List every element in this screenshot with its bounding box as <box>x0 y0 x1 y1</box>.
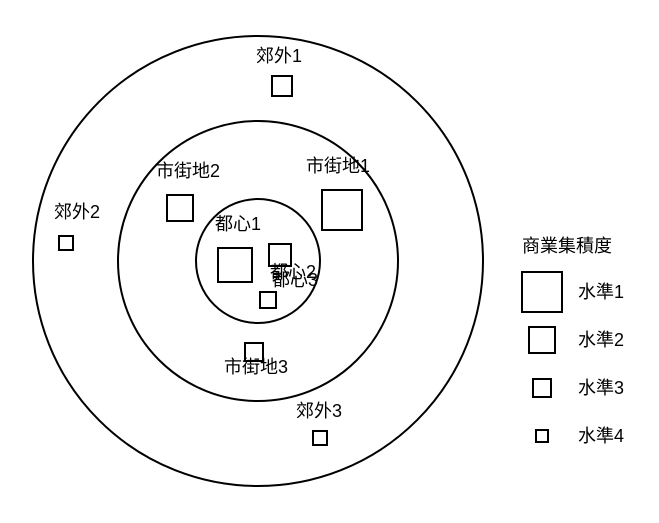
point-label: 郊外2 <box>54 202 100 222</box>
legend-item-4: 水準4 <box>536 426 624 446</box>
legend-title: 商業集積度 <box>522 236 612 256</box>
point-urban2: 市街地2 <box>156 161 220 221</box>
legend-items: 水準1 水準2 水準3 水準4 <box>522 272 624 446</box>
legend-label: 水準4 <box>578 426 624 446</box>
point-marker <box>59 236 73 250</box>
point-label: 都心1 <box>215 214 261 234</box>
legend-swatch <box>533 379 551 397</box>
point-label: 郊外3 <box>296 401 342 421</box>
point-marker <box>260 292 276 308</box>
point-urban1: 市街地1 <box>306 156 370 230</box>
point-center1: 都心1 <box>215 214 261 282</box>
concentration-diagram: 郊外1郊外2郊外3市街地1市街地2市街地3都心1都心2都心3 商業集積度 水準1… <box>0 0 659 523</box>
legend-swatch <box>522 272 562 312</box>
legend: 商業集積度 水準1 水準2 水準3 水準4 <box>522 236 624 446</box>
point-suburb3: 郊外3 <box>296 401 342 445</box>
point-label: 市街地1 <box>306 156 370 176</box>
legend-label: 水準2 <box>578 330 624 350</box>
legend-swatch <box>536 430 548 442</box>
legend-item-3: 水準3 <box>533 378 624 398</box>
legend-item-2: 水準2 <box>529 327 624 353</box>
point-label: 市街地2 <box>156 161 220 181</box>
point-center3: 都心3 <box>260 270 318 308</box>
legend-item-1: 水準1 <box>522 272 624 312</box>
legend-label: 水準3 <box>578 378 624 398</box>
concentric-rings <box>33 36 483 486</box>
point-marker <box>272 76 292 96</box>
point-suburb2: 郊外2 <box>54 202 100 250</box>
point-marker <box>167 195 193 221</box>
point-label: 市街地3 <box>224 357 288 377</box>
point-marker <box>313 431 327 445</box>
legend-label: 水準1 <box>578 282 624 302</box>
point-label: 郊外1 <box>256 46 302 66</box>
legend-swatch <box>529 327 555 353</box>
point-marker <box>322 190 362 230</box>
point-urban3: 市街地3 <box>224 343 288 377</box>
point-label: 都心3 <box>272 270 318 290</box>
ring-1 <box>33 36 483 486</box>
point-marker <box>218 248 252 282</box>
point-suburb1: 郊外1 <box>256 46 302 96</box>
